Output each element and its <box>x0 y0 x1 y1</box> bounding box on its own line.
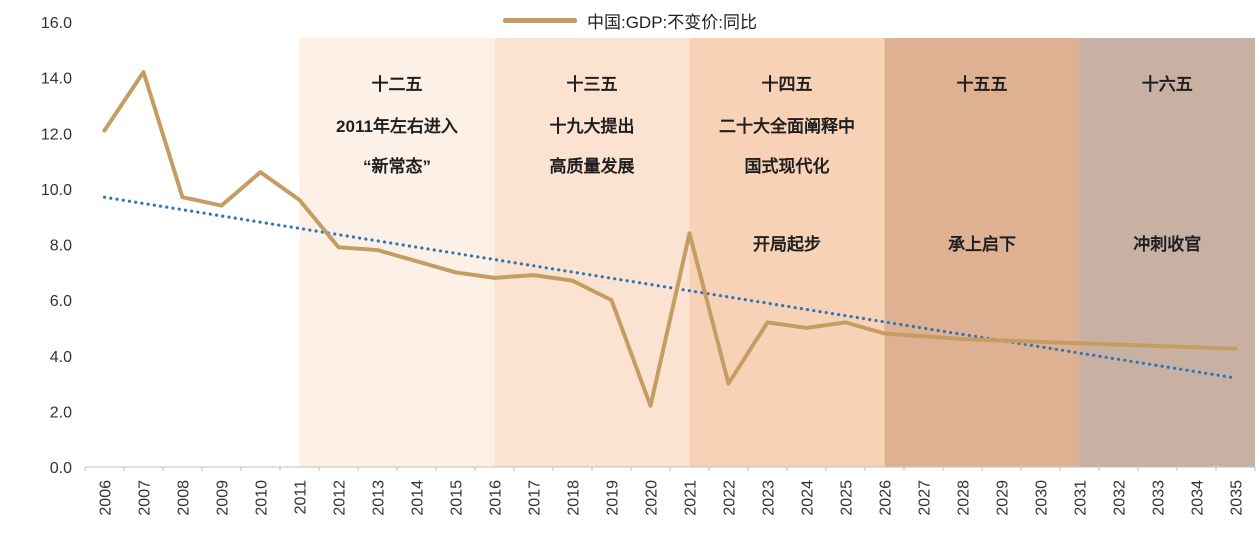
band-annotation: 国式现代化 <box>745 156 830 176</box>
x-axis-label: 2034 <box>1190 480 1207 516</box>
x-axis-label: 2023 <box>761 480 778 516</box>
x-axis-label: 2021 <box>683 480 700 516</box>
band-annotation: “新常态” <box>363 156 431 176</box>
y-axis-label: 2.0 <box>50 404 72 421</box>
y-axis-label: 12.0 <box>41 126 72 143</box>
plan-band <box>884 38 1080 467</box>
y-axis-label: 14.0 <box>41 71 72 88</box>
y-axis-label: 0.0 <box>50 460 72 477</box>
band-title: 十四五 <box>762 74 813 94</box>
x-axis-label: 2032 <box>1112 480 1129 516</box>
band-title: 十二五 <box>372 74 423 94</box>
x-axis-label: 2020 <box>644 480 661 516</box>
plan-band <box>299 38 495 467</box>
x-axis-label: 2033 <box>1151 480 1168 516</box>
x-axis-label: 2035 <box>1229 480 1246 516</box>
x-axis-label: 2011 <box>293 480 310 515</box>
band-title: 十三五 <box>567 74 618 94</box>
x-axis-label: 2006 <box>98 480 115 516</box>
y-axis-label: 8.0 <box>50 238 72 255</box>
x-axis-label: 2015 <box>449 480 466 516</box>
plan-band <box>494 38 690 467</box>
y-axis-label: 10.0 <box>41 182 72 199</box>
x-axis-label: 2017 <box>527 480 544 516</box>
x-axis-label: 2031 <box>1073 480 1090 516</box>
y-axis-label: 16.0 <box>41 15 72 32</box>
gdp-line <box>102 70 1238 408</box>
band-annotation: 2011年左右进入 <box>336 116 458 136</box>
x-axis-label: 2008 <box>176 480 193 516</box>
x-axis-label: 2026 <box>878 480 895 516</box>
x-axis-label: 2030 <box>1034 480 1051 516</box>
x-axis-label: 2007 <box>137 480 154 516</box>
x-axis-label: 2013 <box>371 480 388 516</box>
trend-line <box>102 195 1238 380</box>
x-axis-label: 2029 <box>995 480 1012 516</box>
x-axis-label: 2025 <box>839 480 856 516</box>
plan-band <box>1079 38 1255 467</box>
band-annotation: 二十大全面阐释中 <box>719 116 855 136</box>
y-axis-label: 6.0 <box>50 293 72 310</box>
x-axis-label: 2016 <box>488 480 505 516</box>
band-title: 十五五 <box>957 74 1008 94</box>
y-axis-label: 4.0 <box>50 349 72 366</box>
band-phase-label: 承上启下 <box>948 234 1016 254</box>
x-axis-label: 2018 <box>566 480 583 516</box>
x-axis-label: 2019 <box>605 480 622 516</box>
band-annotation: 高质量发展 <box>550 156 635 176</box>
plan-band <box>689 38 885 467</box>
x-axis-label: 2022 <box>722 480 739 516</box>
band-phase-label: 冲刺收官 <box>1133 234 1201 254</box>
x-axis-label: 2012 <box>332 480 349 516</box>
band-phase-label: 开局起步 <box>753 234 821 254</box>
x-axis-label: 2014 <box>410 480 427 516</box>
band-annotation: 十九大提出 <box>550 116 635 136</box>
x-axis-label: 2027 <box>917 480 934 516</box>
band-title: 十六五 <box>1142 74 1193 94</box>
x-axis-label: 2010 <box>254 480 271 516</box>
x-axis-label: 2009 <box>215 480 232 516</box>
x-axis-label: 2024 <box>800 480 817 516</box>
x-axis-label: 2028 <box>956 480 973 516</box>
